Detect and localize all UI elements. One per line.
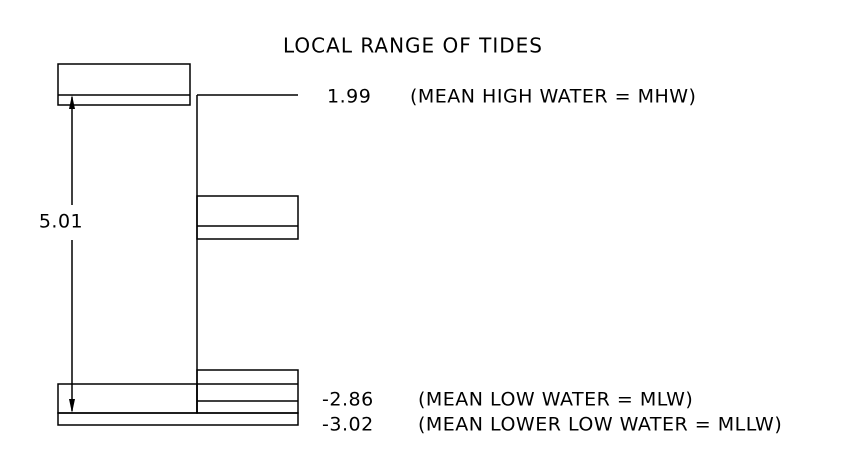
level-value: 1.99 (327, 86, 371, 108)
box (196, 195, 299, 240)
level-label: (MEAN HIGH WATER = MHW) (410, 86, 696, 108)
box (57, 383, 198, 414)
title: LOCAL RANGE OF TIDES (283, 34, 543, 58)
box (196, 369, 299, 414)
arrowhead (69, 399, 75, 413)
box (57, 63, 191, 106)
box (57, 412, 299, 426)
arrowhead (69, 95, 75, 109)
level-value: -2.86 (322, 389, 374, 411)
level-label: (MEAN LOWER LOW WATER = MLLW) (418, 414, 782, 436)
level-value: -3.02 (322, 414, 374, 436)
level-label: (MEAN LOW WATER = MLW) (418, 389, 693, 411)
dimension-label: 5.01 (39, 211, 83, 233)
